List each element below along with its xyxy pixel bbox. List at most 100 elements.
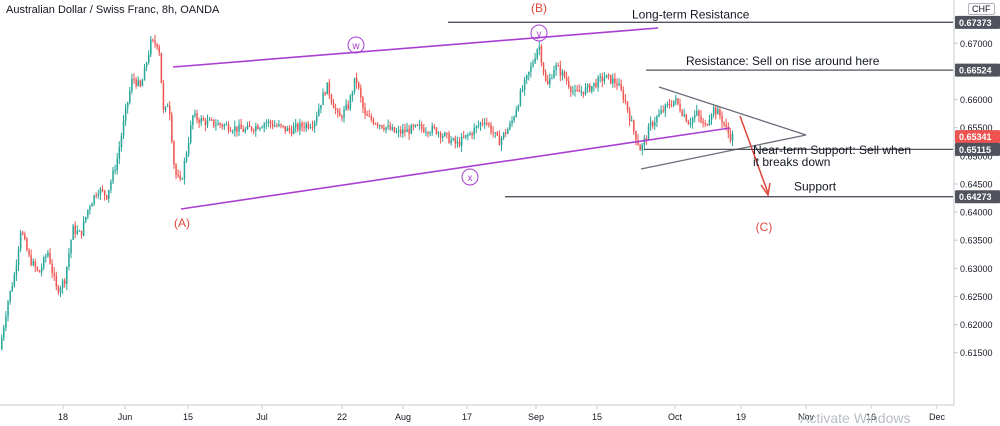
currency-button[interactable]: CHF bbox=[968, 3, 995, 15]
candle-body bbox=[30, 255, 32, 265]
price-tick-label: 0.64000 bbox=[960, 208, 993, 218]
candle-body bbox=[360, 87, 362, 98]
candle-body bbox=[253, 130, 255, 132]
candle-body bbox=[574, 89, 576, 92]
candle-body bbox=[670, 105, 673, 107]
candle-body bbox=[196, 113, 198, 120]
candle-body bbox=[715, 107, 717, 115]
price-tag-background bbox=[955, 63, 1000, 77]
candle-body bbox=[534, 58, 536, 63]
candle-body bbox=[213, 119, 215, 126]
candle-body bbox=[345, 104, 347, 110]
long-term-resistance-label: Long-term Resistance bbox=[632, 7, 750, 21]
candle-body bbox=[473, 127, 475, 136]
candle-body bbox=[555, 65, 557, 70]
candle-body bbox=[26, 238, 28, 251]
candle-body bbox=[660, 110, 662, 114]
candle-body bbox=[614, 78, 616, 84]
candle-body bbox=[55, 275, 58, 287]
price-tag-background bbox=[955, 142, 1000, 156]
time-tick-label: 15 bbox=[183, 412, 193, 422]
candle-body bbox=[358, 82, 360, 88]
candle-body bbox=[324, 92, 326, 95]
price-tick-label: 0.66000 bbox=[960, 95, 993, 105]
candle-body bbox=[217, 123, 219, 126]
candle-body bbox=[597, 77, 599, 88]
candle-body bbox=[194, 113, 196, 116]
candle-body bbox=[605, 74, 608, 78]
candle-body bbox=[379, 125, 381, 127]
candle-body bbox=[192, 115, 194, 126]
candle-body bbox=[169, 105, 171, 116]
candle-body bbox=[187, 142, 190, 154]
candle-body bbox=[391, 127, 394, 130]
candle-body bbox=[114, 170, 116, 172]
candle-body bbox=[148, 54, 150, 63]
candle-body bbox=[702, 121, 704, 124]
candle-body bbox=[664, 104, 667, 112]
candle-body bbox=[425, 132, 427, 134]
candle-body bbox=[211, 119, 213, 121]
candle-body bbox=[511, 120, 513, 124]
candle-body bbox=[553, 69, 555, 78]
candle-body bbox=[376, 123, 379, 126]
candle-body bbox=[250, 127, 253, 131]
candle-body bbox=[307, 123, 310, 128]
candle-body bbox=[486, 122, 488, 124]
candle-body bbox=[150, 39, 152, 55]
candle-body bbox=[255, 125, 257, 132]
candle-body bbox=[374, 123, 377, 125]
candle-body bbox=[637, 140, 639, 145]
wave-c-label: (C) bbox=[756, 220, 773, 234]
candle-body bbox=[717, 109, 719, 115]
candle-body bbox=[162, 82, 165, 110]
candle-body bbox=[416, 124, 419, 126]
candle-body bbox=[526, 75, 528, 80]
candle-body bbox=[368, 115, 370, 117]
candle-body bbox=[47, 252, 49, 257]
candle-body bbox=[45, 256, 47, 258]
wave-x-label: x bbox=[468, 173, 473, 184]
candle-body bbox=[299, 123, 301, 130]
candle-body bbox=[246, 125, 249, 130]
candle-body bbox=[221, 124, 223, 127]
candle-body bbox=[507, 129, 509, 134]
candle-body bbox=[351, 92, 354, 97]
candle-body bbox=[19, 232, 22, 249]
time-tick-label: Oct bbox=[668, 412, 683, 422]
candle-body bbox=[74, 225, 76, 234]
candle-body bbox=[565, 77, 568, 81]
price-tag-label: 0.66524 bbox=[959, 66, 992, 76]
candle-body bbox=[183, 161, 186, 179]
candle-body bbox=[261, 127, 263, 129]
candle-body bbox=[339, 112, 341, 117]
candle-body bbox=[532, 62, 534, 67]
candle-body bbox=[423, 128, 425, 133]
candle-body bbox=[204, 120, 207, 126]
candle-body bbox=[561, 71, 564, 76]
candle-body bbox=[347, 104, 349, 109]
candle-body bbox=[731, 133, 734, 141]
candle-body bbox=[332, 102, 335, 109]
candle-body bbox=[263, 123, 265, 128]
candle-body bbox=[477, 125, 480, 127]
wave-a-label: (A) bbox=[174, 216, 190, 230]
candle-body bbox=[450, 139, 452, 144]
candle-body bbox=[137, 80, 139, 86]
candle-body bbox=[93, 195, 95, 204]
candle-body bbox=[349, 96, 352, 109]
candle-body bbox=[643, 138, 646, 145]
candle-body bbox=[215, 125, 217, 127]
candle-body bbox=[488, 123, 490, 125]
candle-body bbox=[385, 127, 387, 130]
channel-upper-line bbox=[172, 27, 659, 68]
candle-body bbox=[467, 134, 469, 136]
candle-body bbox=[158, 47, 160, 53]
candle-body bbox=[484, 122, 486, 124]
candle-body bbox=[673, 100, 675, 106]
candle-body bbox=[257, 125, 259, 130]
candle-body bbox=[685, 114, 688, 122]
candle-body bbox=[288, 127, 291, 131]
